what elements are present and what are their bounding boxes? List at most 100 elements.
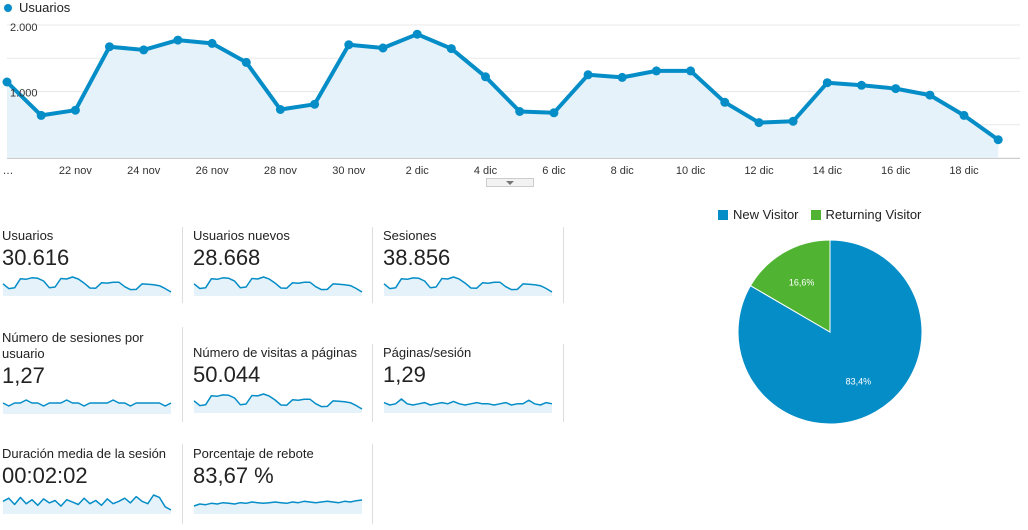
sparkline-line (2, 276, 172, 293)
x-tick-label: 16 dic (881, 165, 911, 177)
x-tick-label: 22 nov (59, 165, 93, 177)
metric-label: Páginas/sesión (383, 345, 472, 360)
legend-item-returning-visitor[interactable]: Returning Visitor (810, 207, 922, 222)
x-tick-label: 30 nov (332, 165, 366, 177)
data-point[interactable] (720, 97, 730, 107)
data-point[interactable] (891, 84, 901, 94)
chevron-down-icon (506, 181, 514, 185)
sparkline-line (193, 499, 363, 507)
chart-collapse-handle[interactable] (486, 178, 534, 187)
y-axis-ticks: 2.000 1.000 (10, 22, 38, 100)
data-point[interactable] (344, 40, 354, 50)
sparkline-area (3, 400, 171, 414)
legend-swatch-new-visitor (718, 210, 728, 220)
metric-value: 28.668 (193, 245, 261, 270)
data-point[interactable] (139, 45, 149, 55)
data-point[interactable] (275, 105, 285, 114)
metric-value: 30.616 (2, 245, 70, 270)
x-tick-label: 4 dic (474, 165, 498, 177)
metric-sparkline (193, 499, 363, 514)
chart-legend[interactable]: Usuarios (4, 0, 71, 15)
metric-card[interactable]: Sesiones 38.856 (383, 228, 565, 296)
sparkline-line (383, 276, 553, 293)
legend-label-usuarios: Usuarios (19, 0, 71, 15)
data-point[interactable] (481, 72, 490, 82)
legend-swatch-returning-visitor (810, 210, 821, 220)
data-point[interactable] (378, 43, 388, 53)
data-point[interactable] (310, 99, 320, 109)
legend-marker-usuarios (4, 4, 12, 12)
metric-card[interactable]: Páginas/sesión 1,29 (383, 345, 565, 413)
metric-label: Sesiones (383, 228, 437, 243)
data-point[interactable] (857, 80, 866, 90)
data-point[interactable] (617, 72, 627, 82)
x-tick-label: 12 dic (744, 165, 774, 177)
metric-divider (563, 344, 564, 422)
data-point[interactable] (822, 78, 832, 88)
data-point[interactable] (993, 135, 1003, 145)
data-point[interactable] (754, 118, 764, 128)
sparkline-line (193, 393, 363, 410)
pie-label-returning-visitor: 16,6% (789, 278, 815, 288)
x-tick-label: 10 dic (676, 165, 706, 177)
legend-label-returning-visitor: Returning Visitor (825, 207, 922, 222)
data-point[interactable] (105, 42, 114, 52)
sparkline-area (3, 495, 171, 514)
metric-card[interactable]: Número de visitas a páginas 50.044 (193, 345, 375, 413)
x-tick-label: 18 dic (949, 165, 979, 177)
y-tick-label: 2.000 (10, 22, 38, 34)
x-tick-label: 28 nov (264, 165, 298, 177)
metric-divider (563, 227, 564, 303)
legend-item-new-visitor[interactable]: New Visitor (718, 207, 799, 222)
data-point[interactable] (70, 105, 80, 115)
metric-value: 83,67 % (193, 463, 274, 488)
sparkline-area (194, 394, 362, 413)
data-point[interactable] (959, 110, 969, 120)
data-point[interactable] (173, 35, 183, 45)
pie-slice-returning-visitor[interactable] (749, 239, 831, 333)
metric-sparkline (383, 398, 553, 413)
x-tick-label: 8 dic (611, 165, 635, 177)
metrics-grid: Usuarios 30.616 Usuarios nuevos 28.668 Sesio… (2, 227, 565, 524)
metric-divider (182, 327, 183, 422)
metric-label: Porcentaje de rebote (193, 446, 314, 461)
metric-divider (372, 344, 373, 422)
data-point[interactable] (207, 38, 217, 48)
data-point[interactable] (651, 66, 661, 76)
metric-card[interactable]: Usuarios 30.616 (2, 228, 184, 296)
pie-slice-new-visitor[interactable] (737, 239, 923, 425)
metric-card[interactable]: Usuarios nuevos 28.668 (193, 228, 375, 296)
metric-sparkline (193, 393, 363, 413)
sparkline-line (2, 399, 172, 407)
x-tick-label: 26 nov (196, 165, 230, 177)
metric-card[interactable]: Número de sesiones por usuario 1,27 (2, 330, 184, 414)
data-point[interactable] (925, 90, 935, 100)
data-point[interactable] (515, 107, 525, 116)
metric-value: 50.044 (193, 362, 261, 387)
y-tick-label: 1.000 (10, 88, 38, 100)
sparkline-line (2, 494, 172, 511)
data-point[interactable] (36, 110, 46, 120)
metric-label: Usuarios (2, 228, 54, 243)
data-point[interactable] (686, 66, 696, 76)
metric-value: 00:02:02 (2, 463, 88, 488)
metric-sparkline (383, 276, 553, 296)
metric-label: Número de sesiones por usuario (2, 330, 144, 361)
sparkline-line (193, 276, 363, 293)
metric-sparkline (193, 276, 363, 296)
metric-label: Usuarios nuevos (193, 228, 290, 243)
data-point[interactable] (412, 29, 422, 39)
metric-card[interactable]: Duración media de la sesión 00:02:02 (2, 446, 184, 514)
data-point[interactable] (446, 44, 456, 54)
data-point[interactable] (241, 57, 251, 67)
data-point[interactable] (2, 77, 12, 87)
data-point[interactable] (583, 70, 593, 80)
data-point[interactable] (549, 108, 559, 118)
metric-card[interactable]: Porcentaje de rebote 83,67 % (193, 446, 375, 514)
metric-label: Número de visitas a páginas (193, 345, 358, 360)
sparkline-line (383, 398, 553, 406)
metric-sparkline (2, 399, 172, 414)
series-points-usuarios (2, 29, 1003, 145)
x-tick-label: 6 dic (542, 165, 566, 177)
data-point[interactable] (788, 116, 798, 126)
